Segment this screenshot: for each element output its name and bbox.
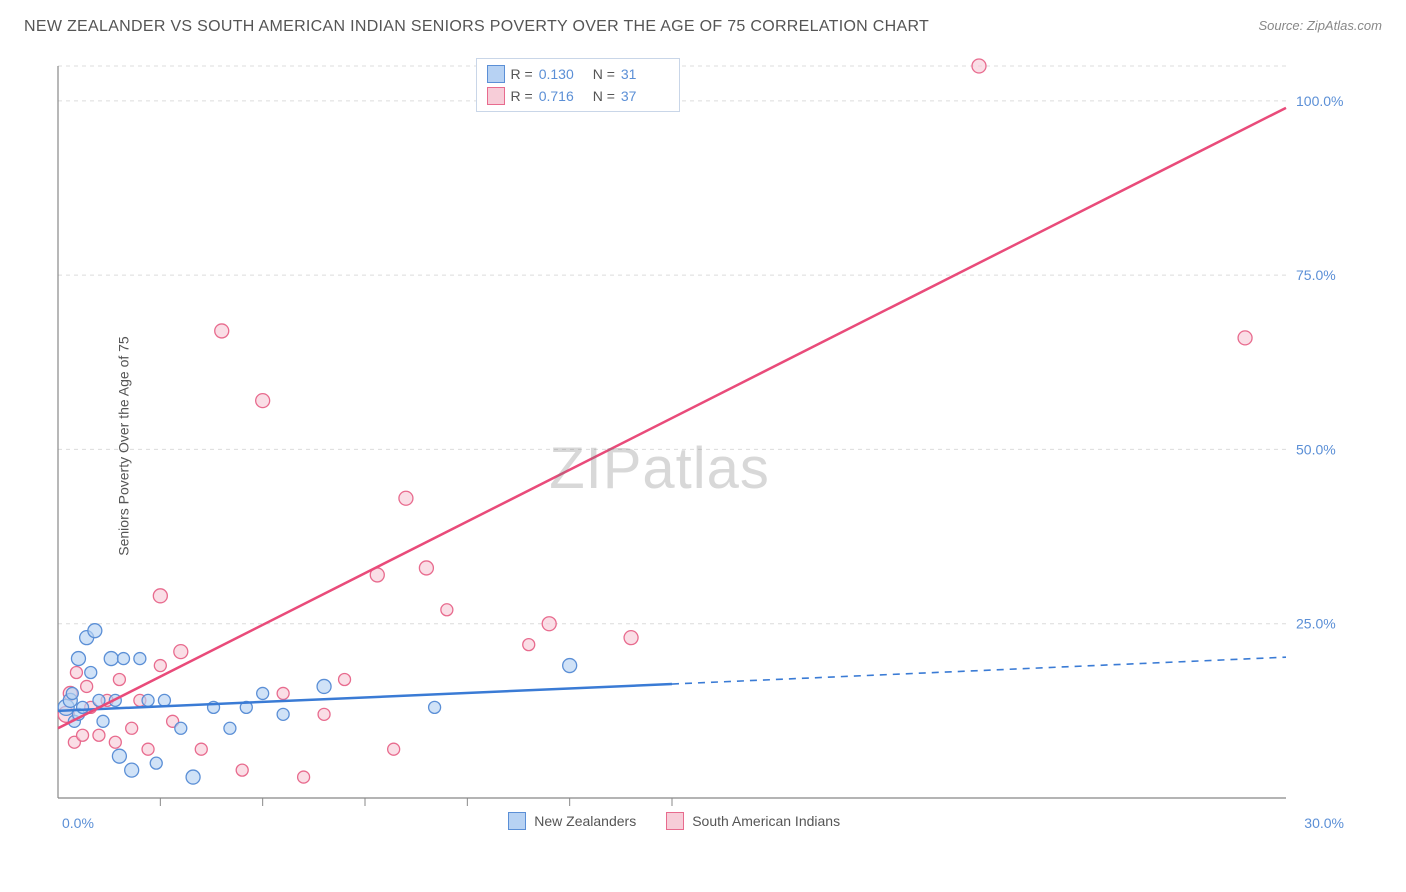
source-label: Source: — [1258, 18, 1306, 33]
legend-swatch — [487, 87, 505, 105]
y-tick-label: 75.0% — [1296, 267, 1336, 283]
chart-plot-area: 25.0%50.0%75.0%100.0%0.0%30.0% ZIPatlas … — [54, 58, 1356, 838]
legend-n-value: 31 — [621, 66, 669, 82]
x-tick-label: 0.0% — [62, 815, 94, 831]
chart-title: NEW ZEALANDER VS SOUTH AMERICAN INDIAN S… — [24, 18, 929, 36]
series-legend: New Zealanders South American Indians — [508, 812, 840, 830]
legend-series-item: New Zealanders — [508, 812, 636, 830]
legend-r-label: R = — [511, 66, 533, 82]
legend-r-label: R = — [511, 88, 533, 104]
chart-header: NEW ZEALANDER VS SOUTH AMERICAN INDIAN S… — [0, 0, 1406, 44]
legend-n-label: N = — [593, 88, 615, 104]
legend-series-label: New Zealanders — [534, 813, 636, 829]
legend-series-label: South American Indians — [692, 813, 840, 829]
legend-r-value: 0.130 — [539, 66, 587, 82]
legend-stat-row: R = 0.130 N = 31 — [487, 63, 669, 85]
legend-r-value: 0.716 — [539, 88, 587, 104]
y-tick-label: 25.0% — [1296, 616, 1336, 632]
legend-n-value: 37 — [621, 88, 669, 104]
legend-n-label: N = — [593, 66, 615, 82]
correlation-legend: R = 0.130 N = 31 R = 0.716 N = 37 — [476, 58, 680, 112]
y-tick-label: 100.0% — [1296, 93, 1343, 109]
x-tick-label: 30.0% — [1304, 815, 1344, 831]
y-tick-label: 50.0% — [1296, 441, 1336, 457]
legend-swatch — [666, 812, 684, 830]
legend-series-item: South American Indians — [666, 812, 840, 830]
source-value: ZipAtlas.com — [1307, 18, 1382, 33]
legend-stat-row: R = 0.716 N = 37 — [487, 85, 669, 107]
legend-swatch — [487, 65, 505, 83]
chart-svg: 25.0% 50.0% 75.0% 100.0% 0.0% 30.0% — [54, 58, 1356, 838]
legend-swatch — [508, 812, 526, 830]
source-attribution: Source: ZipAtlas.com — [1258, 18, 1382, 33]
